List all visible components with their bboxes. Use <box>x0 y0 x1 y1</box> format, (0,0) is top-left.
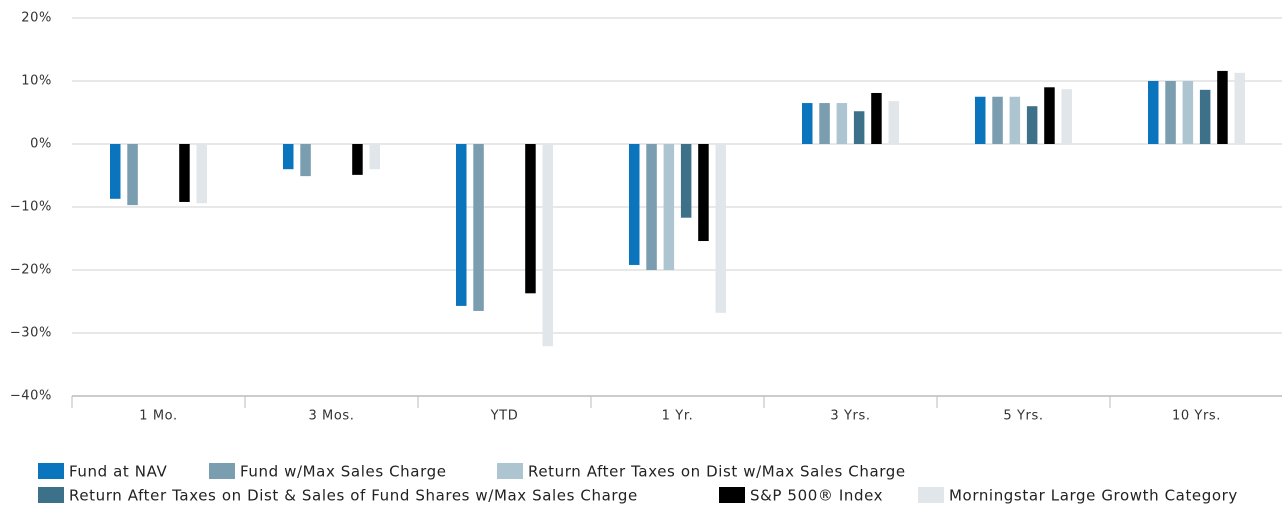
legend-swatch <box>38 487 64 503</box>
bar <box>992 96 1003 144</box>
y-tick-label: −10% <box>10 200 52 215</box>
x-tick-label: YTD <box>490 409 519 424</box>
bar <box>646 144 657 270</box>
legend-swatch <box>918 487 944 503</box>
bar <box>888 101 899 144</box>
bar <box>283 144 294 170</box>
bar <box>663 144 675 270</box>
bar <box>300 144 311 177</box>
bar <box>1234 72 1245 144</box>
legend-text: Return After Taxes on Dist & Sales of Fu… <box>69 487 638 505</box>
bar <box>352 144 363 175</box>
y-tick-label: 20% <box>21 11 52 26</box>
bar <box>715 144 726 313</box>
bar <box>1182 81 1194 144</box>
legend-text: Fund at NAV <box>69 463 167 481</box>
bar <box>819 103 830 144</box>
bar <box>1199 89 1211 144</box>
bar <box>456 144 467 306</box>
legend-swatch <box>38 463 64 479</box>
bar <box>1148 81 1159 144</box>
bar <box>1061 89 1072 144</box>
x-tick-label: 3 Yrs. <box>830 409 870 424</box>
bar <box>1009 96 1021 144</box>
bar <box>473 144 484 311</box>
y-tick-label: −30% <box>10 326 52 341</box>
x-tick-label: 5 Yrs. <box>1003 409 1043 424</box>
bar <box>179 144 190 202</box>
x-tick-label: 1 Yr. <box>662 409 694 424</box>
legend-swatch <box>209 463 235 479</box>
y-tick-label: 10% <box>21 74 52 89</box>
legend-text: Return After Taxes on Dist w/Max Sales C… <box>528 463 906 481</box>
bar <box>975 96 986 144</box>
bar <box>1217 70 1228 144</box>
legend-text: S&P 500® Index <box>750 487 883 505</box>
bar <box>629 144 640 265</box>
bar <box>127 144 138 206</box>
bar <box>369 144 380 170</box>
bar <box>853 111 865 144</box>
bar <box>525 144 536 294</box>
bar <box>542 144 553 347</box>
y-tick-label: −20% <box>10 263 52 278</box>
x-tick-label: 3 Mos. <box>308 409 354 424</box>
legend-swatch <box>497 463 523 479</box>
x-tick-label: 1 Mo. <box>139 409 177 424</box>
bar <box>680 144 692 218</box>
bar <box>698 144 709 242</box>
y-tick-label: 0% <box>30 137 52 152</box>
bar <box>110 144 121 199</box>
bar <box>1044 87 1055 144</box>
x-tick-label: 10 Yrs. <box>1172 409 1221 424</box>
y-tick-label: −40% <box>10 389 52 404</box>
bar <box>1165 81 1176 144</box>
legend-text: Fund w/Max Sales Charge <box>240 463 447 481</box>
legend-text: Morningstar Large Growth Category <box>949 487 1238 505</box>
bar <box>871 92 882 144</box>
bar <box>196 144 207 204</box>
bar <box>802 103 813 144</box>
bar <box>836 103 848 144</box>
legend-swatch <box>719 487 745 503</box>
bar <box>1026 106 1038 144</box>
